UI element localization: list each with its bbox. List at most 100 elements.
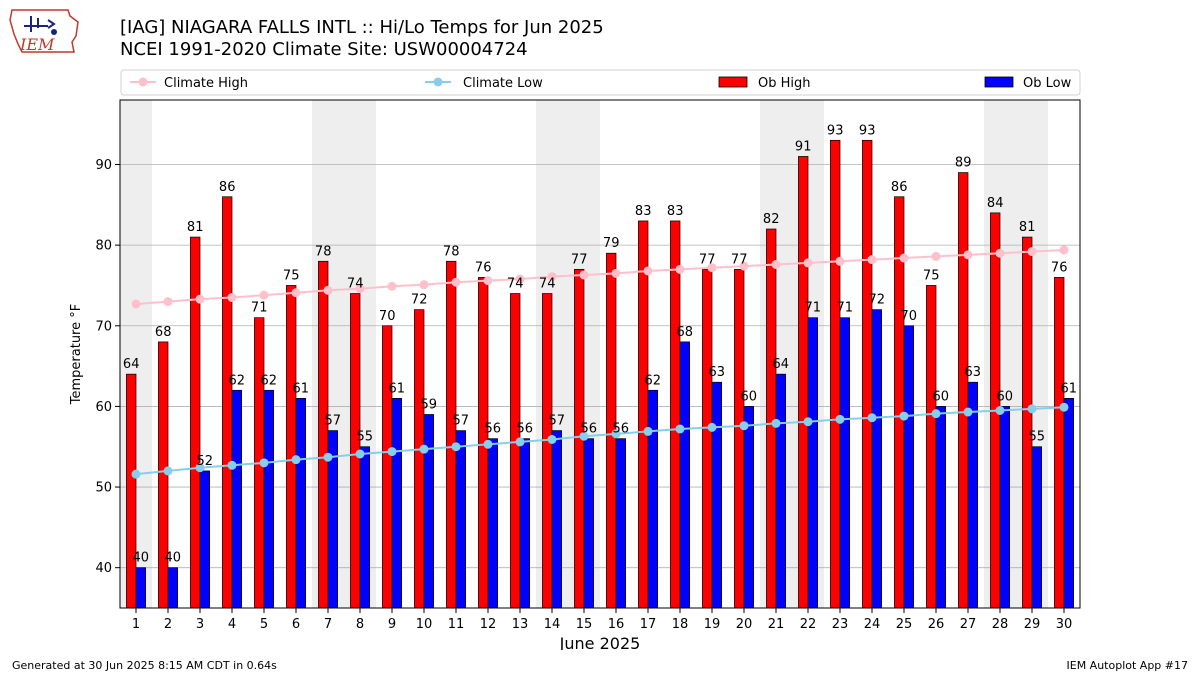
ob-high-label-2: 68 <box>155 325 172 340</box>
climate-high-point-15 <box>579 270 589 280</box>
ob-low-label-14: 57 <box>549 414 566 429</box>
climate-high-point-8 <box>355 284 365 294</box>
x-tick-label-17: 17 <box>640 617 657 632</box>
climate-low-point-25 <box>899 411 909 421</box>
ob-low-label-17: 62 <box>645 373 662 388</box>
x-tick-label-22: 22 <box>800 617 817 632</box>
climate-low-point-2 <box>163 466 173 476</box>
ob-low-bar-22 <box>807 317 818 609</box>
ob-low-bar-2 <box>167 567 178 609</box>
legend-item-climate-low: Climate Low <box>425 76 543 91</box>
climate-high-point-29 <box>1027 247 1037 257</box>
ob-high-bar-10 <box>414 309 425 609</box>
x-tick-label-27: 27 <box>960 617 977 632</box>
ob-low-label-2: 40 <box>165 551 182 566</box>
ob-low-bar-4 <box>231 389 242 609</box>
ob-low-label-10: 59 <box>421 397 438 412</box>
y-tick-label-70: 70 <box>95 319 112 334</box>
ob-low-label-22: 71 <box>805 301 822 316</box>
generated-timestamp: Generated at 30 Jun 2025 8:15 AM CDT in … <box>12 659 277 672</box>
ob-low-label-1: 40 <box>133 551 150 566</box>
ob-high-bar-22 <box>798 156 809 609</box>
climate-low-point-4 <box>227 460 237 470</box>
ob-high-label-12: 76 <box>475 260 492 275</box>
y-tick-label-50: 50 <box>95 481 112 496</box>
ob-low-label-11: 57 <box>453 414 470 429</box>
ob-high-bar-9 <box>382 325 393 609</box>
legend-label-climate-high: Climate High <box>164 76 248 91</box>
climate-low-point-28 <box>995 405 1005 415</box>
climate-high-point-30 <box>1059 245 1069 255</box>
ob-low-label-9: 61 <box>389 381 406 396</box>
ob-high-label-10: 72 <box>411 293 428 308</box>
x-tick-label-23: 23 <box>832 617 849 632</box>
climate-low-point-6 <box>291 455 301 465</box>
climate-high-point-17 <box>643 266 653 276</box>
x-tick-label-26: 26 <box>928 617 945 632</box>
climate-high-point-22 <box>803 258 813 268</box>
ob-low-bar-6 <box>295 397 306 609</box>
climate-high-point-14 <box>547 272 557 282</box>
legend-item-climate-high: Climate High <box>130 76 248 91</box>
climate-high-point-16 <box>611 268 621 278</box>
legend-label-ob-low: Ob Low <box>1023 76 1072 91</box>
x-tick-label-1: 1 <box>132 617 140 632</box>
ob-high-label-22: 91 <box>795 139 812 154</box>
ob-high-bar-18 <box>670 220 681 609</box>
ob-low-label-8: 55 <box>357 430 374 445</box>
chart-subtitle: NCEI 1991-2020 Climate Site: USW00004724 <box>120 39 528 60</box>
x-tick-label-15: 15 <box>576 617 593 632</box>
ob-low-bar-15 <box>583 438 594 609</box>
bar-series <box>126 139 1074 609</box>
ob-high-label-1: 64 <box>123 357 140 372</box>
ob-high-label-17: 83 <box>635 204 652 219</box>
climate-low-point-15 <box>579 431 589 441</box>
ob-low-label-29: 55 <box>1029 430 1046 445</box>
x-tick-label-5: 5 <box>260 617 268 632</box>
ob-high-bar-3 <box>190 236 201 609</box>
climate-low-point-22 <box>803 417 813 427</box>
y-tick-label-90: 90 <box>95 158 112 173</box>
ob-high-label-28: 84 <box>987 196 1004 211</box>
climate-low-line <box>135 406 1065 476</box>
app-credit: IEM Autoplot App #17 <box>1066 659 1189 672</box>
climate-low-point-24 <box>867 413 877 423</box>
ob-low-bar-5 <box>263 389 274 609</box>
climate-high-point-28 <box>995 248 1005 258</box>
ob-high-label-26: 75 <box>923 268 940 283</box>
ob-low-label-16: 56 <box>613 422 630 437</box>
climate-low-point-9 <box>387 447 397 457</box>
climate-high-point-6 <box>291 288 301 298</box>
legend-label-ob-high: Ob High <box>758 76 811 91</box>
ob-low-label-23: 71 <box>837 301 854 316</box>
x-tick-label-3: 3 <box>196 617 204 632</box>
climate-high-point-19 <box>707 263 717 273</box>
x-tick-label-24: 24 <box>864 617 881 632</box>
y-tick-label-40: 40 <box>95 561 112 576</box>
climate-high-line <box>135 248 1065 306</box>
climate-high-point-20 <box>739 261 749 271</box>
climate-low-point-12 <box>483 439 493 449</box>
y-axis-label: Temperature °F <box>69 304 84 405</box>
x-tick-label-30: 30 <box>1056 617 1073 632</box>
climate-high-point-27 <box>963 250 973 260</box>
climate-low-point-13 <box>515 437 525 447</box>
climate-high-point-3 <box>195 294 205 304</box>
x-tick-label-4: 4 <box>228 617 236 632</box>
ob-low-label-4: 62 <box>229 373 246 388</box>
ob-high-label-6: 75 <box>283 268 300 283</box>
x-tick-label-29: 29 <box>1024 617 1041 632</box>
climate-low-point-30 <box>1059 402 1069 412</box>
ob-low-bar-8 <box>359 446 370 609</box>
ob-low-bar-21 <box>775 373 786 609</box>
x-tick-label-25: 25 <box>896 617 913 632</box>
ob-low-bar-9 <box>391 397 402 609</box>
ob-high-bar-1 <box>126 373 137 609</box>
chart-title: [IAG] NIAGARA FALLS INTL :: Hi/Lo Temps … <box>120 17 604 38</box>
x-tick-label-28: 28 <box>992 617 1009 632</box>
climate-low-point-27 <box>963 407 973 417</box>
ob-high-bar-14 <box>542 293 553 609</box>
climate-high-point-1 <box>131 299 141 309</box>
climate-high-point-5 <box>259 290 269 300</box>
climate-low-point-29 <box>1027 404 1037 414</box>
